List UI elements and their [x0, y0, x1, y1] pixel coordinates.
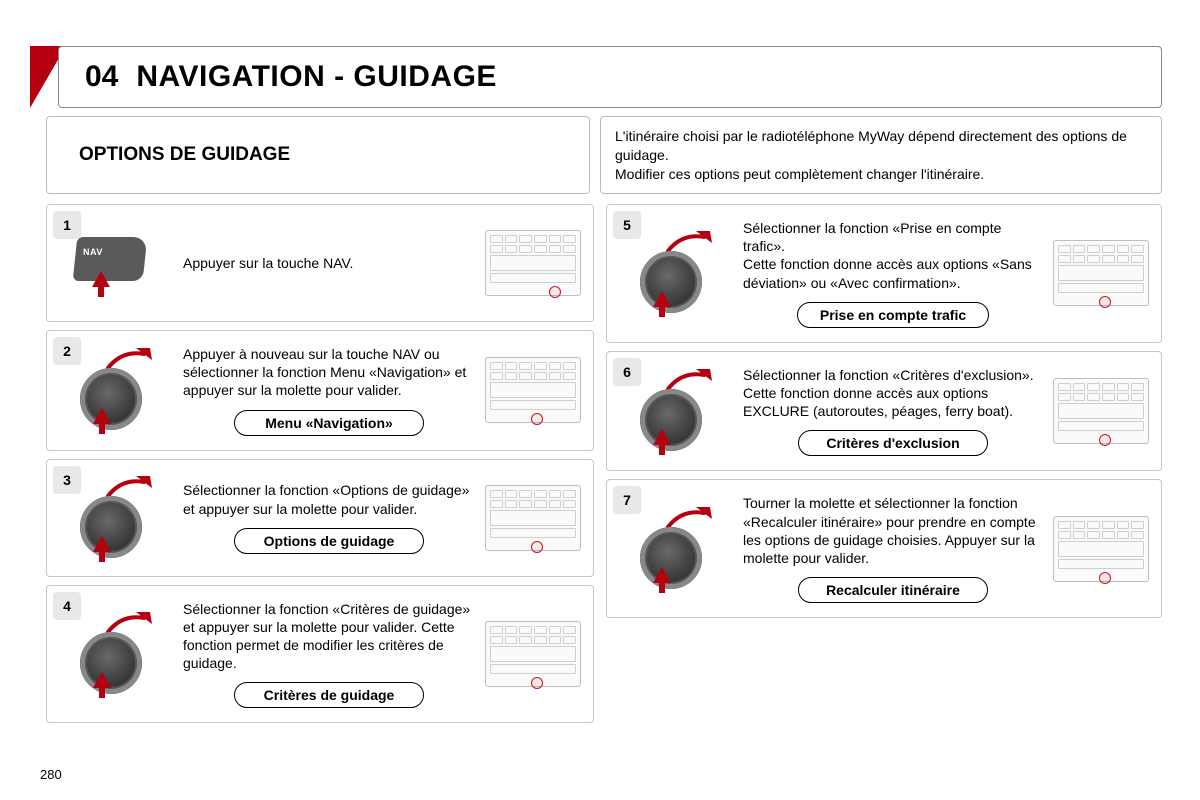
console-thumbnail-icon: [1053, 516, 1149, 582]
console-thumb-cell: [481, 470, 585, 566]
console-thumb-cell: [481, 341, 585, 440]
console-thumb-cell: [481, 596, 585, 713]
menu-option-pill: Menu «Navigation»: [234, 410, 424, 436]
rotary-dial-icon: [630, 509, 726, 595]
highlight-dot-icon: [549, 286, 561, 298]
step-body: Appuyer à nouveau sur la touche NAV ou s…: [183, 341, 481, 440]
step-description: Appuyer sur la touche NAV.: [183, 254, 475, 272]
step-number-badge: 1: [53, 211, 81, 239]
menu-option-pill: Critères d'exclusion: [798, 430, 988, 456]
knob-icon: [640, 527, 702, 589]
intro-line-1: L'itinéraire choisi par le radiotéléphon…: [615, 127, 1147, 165]
rotary-dial-icon: [70, 350, 166, 436]
step-body: Sélectionner la fonction «Critères d'exc…: [743, 362, 1049, 461]
step-card: 3 Sélectionner la fonction «Options de g…: [46, 459, 594, 577]
highlight-dot-icon: [1099, 296, 1111, 308]
menu-option-pill: Critères de guidage: [234, 682, 424, 708]
step-body: Sélectionner la fonction «Critères de gu…: [183, 596, 481, 713]
step-description: Appuyer à nouveau sur la touche NAV ou s…: [183, 345, 475, 400]
knob-icon: [80, 496, 142, 558]
section-title: NAVIGATION - GUIDAGE: [136, 60, 497, 94]
highlight-dot-icon: [531, 413, 543, 425]
step-description: Sélectionner la fonction «Prise en compt…: [743, 219, 1043, 292]
step-card: 6 Sélectionner la fonction «Critères d'e…: [606, 351, 1162, 472]
title-box: 04 NAVIGATION - GUIDAGE: [58, 46, 1162, 108]
knob-icon: [80, 632, 142, 694]
console-thumbnail-icon: [485, 357, 581, 423]
menu-option-pill: Recalculer itinéraire: [798, 577, 988, 603]
step-card: 5 Sélectionner la fonction «Prise en com…: [606, 204, 1162, 343]
console-thumbnail-icon: [485, 621, 581, 687]
options-heading: OPTIONS DE GUIDAGE: [79, 144, 290, 166]
highlight-dot-icon: [531, 677, 543, 689]
step-card: 1 NAV Appuyer sur la touche NAV.: [46, 204, 594, 322]
console-thumb-cell: [1049, 490, 1153, 607]
left-column: 1 NAV Appuyer sur la touche NAV. 2 Appuy…: [46, 204, 594, 723]
console-thumbnail-icon: [485, 485, 581, 551]
step-body: Sélectionner la fonction «Prise en compt…: [743, 215, 1049, 332]
steps-columns: 1 NAV Appuyer sur la touche NAV. 2 Appuy…: [38, 204, 1162, 723]
nav-button-icon: NAV: [75, 237, 161, 295]
console-thumbnail-icon: [485, 230, 581, 296]
highlight-dot-icon: [1099, 434, 1111, 446]
step-description: Sélectionner la fonction «Critères de gu…: [183, 600, 475, 673]
step-icon-cell: [53, 341, 183, 440]
intro-line-2: Modifier ces options peut complètement c…: [615, 165, 1147, 184]
rotary-dial-icon: [630, 371, 726, 457]
step-description: Sélectionner la fonction «Options de gui…: [183, 481, 475, 517]
page-number: 280: [40, 767, 62, 782]
menu-option-pill: Options de guidage: [234, 528, 424, 554]
knob-icon: [640, 251, 702, 313]
console-thumbnail-icon: [1053, 378, 1149, 444]
step-description: Sélectionner la fonction «Critères d'exc…: [743, 366, 1043, 421]
knob-icon: [640, 389, 702, 451]
nav-key-label: NAV: [83, 247, 103, 257]
console-thumb-cell: [1049, 362, 1153, 461]
highlight-dot-icon: [1099, 572, 1111, 584]
step-card: 4 Sélectionner la fonction «Critères de …: [46, 585, 594, 724]
step-body: Sélectionner la fonction «Options de gui…: [183, 470, 481, 566]
rotary-dial-icon: [70, 478, 166, 564]
subheader-left: OPTIONS DE GUIDAGE: [46, 116, 590, 194]
rotary-dial-icon: [70, 614, 166, 700]
knob-icon: [80, 368, 142, 430]
step-description: Tourner la molette et sélectionner la fo…: [743, 494, 1043, 567]
right-column: 5 Sélectionner la fonction «Prise en com…: [606, 204, 1162, 723]
step-body: Tourner la molette et sélectionner la fo…: [743, 490, 1049, 607]
step-icon-cell: [53, 470, 183, 566]
step-icon-cell: [613, 490, 743, 607]
highlight-dot-icon: [531, 541, 543, 553]
rotary-dial-icon: [630, 233, 726, 319]
section-number: 04: [85, 60, 118, 94]
console-thumb-cell: [1049, 215, 1153, 332]
step-icon-cell: [613, 215, 743, 332]
menu-option-pill: Prise en compte trafic: [797, 302, 989, 328]
step-body: Appuyer sur la touche NAV.: [183, 215, 481, 311]
step-card: 2 Appuyer à nouveau sur la touche NAV ou…: [46, 330, 594, 451]
section-header: 04 NAVIGATION - GUIDAGE: [38, 46, 1162, 108]
subheader-right: L'itinéraire choisi par le radiotéléphon…: [600, 116, 1162, 194]
step-icon-cell: [53, 596, 183, 713]
console-thumbnail-icon: [1053, 240, 1149, 306]
step-icon-cell: [613, 362, 743, 461]
step-card: 7 Tourner la molette et sélectionner la …: [606, 479, 1162, 618]
manual-page: 04 NAVIGATION - GUIDAGE OPTIONS DE GUIDA…: [38, 46, 1162, 752]
console-thumb-cell: [481, 215, 585, 311]
subheader-row: OPTIONS DE GUIDAGE L'itinéraire choisi p…: [38, 116, 1162, 194]
